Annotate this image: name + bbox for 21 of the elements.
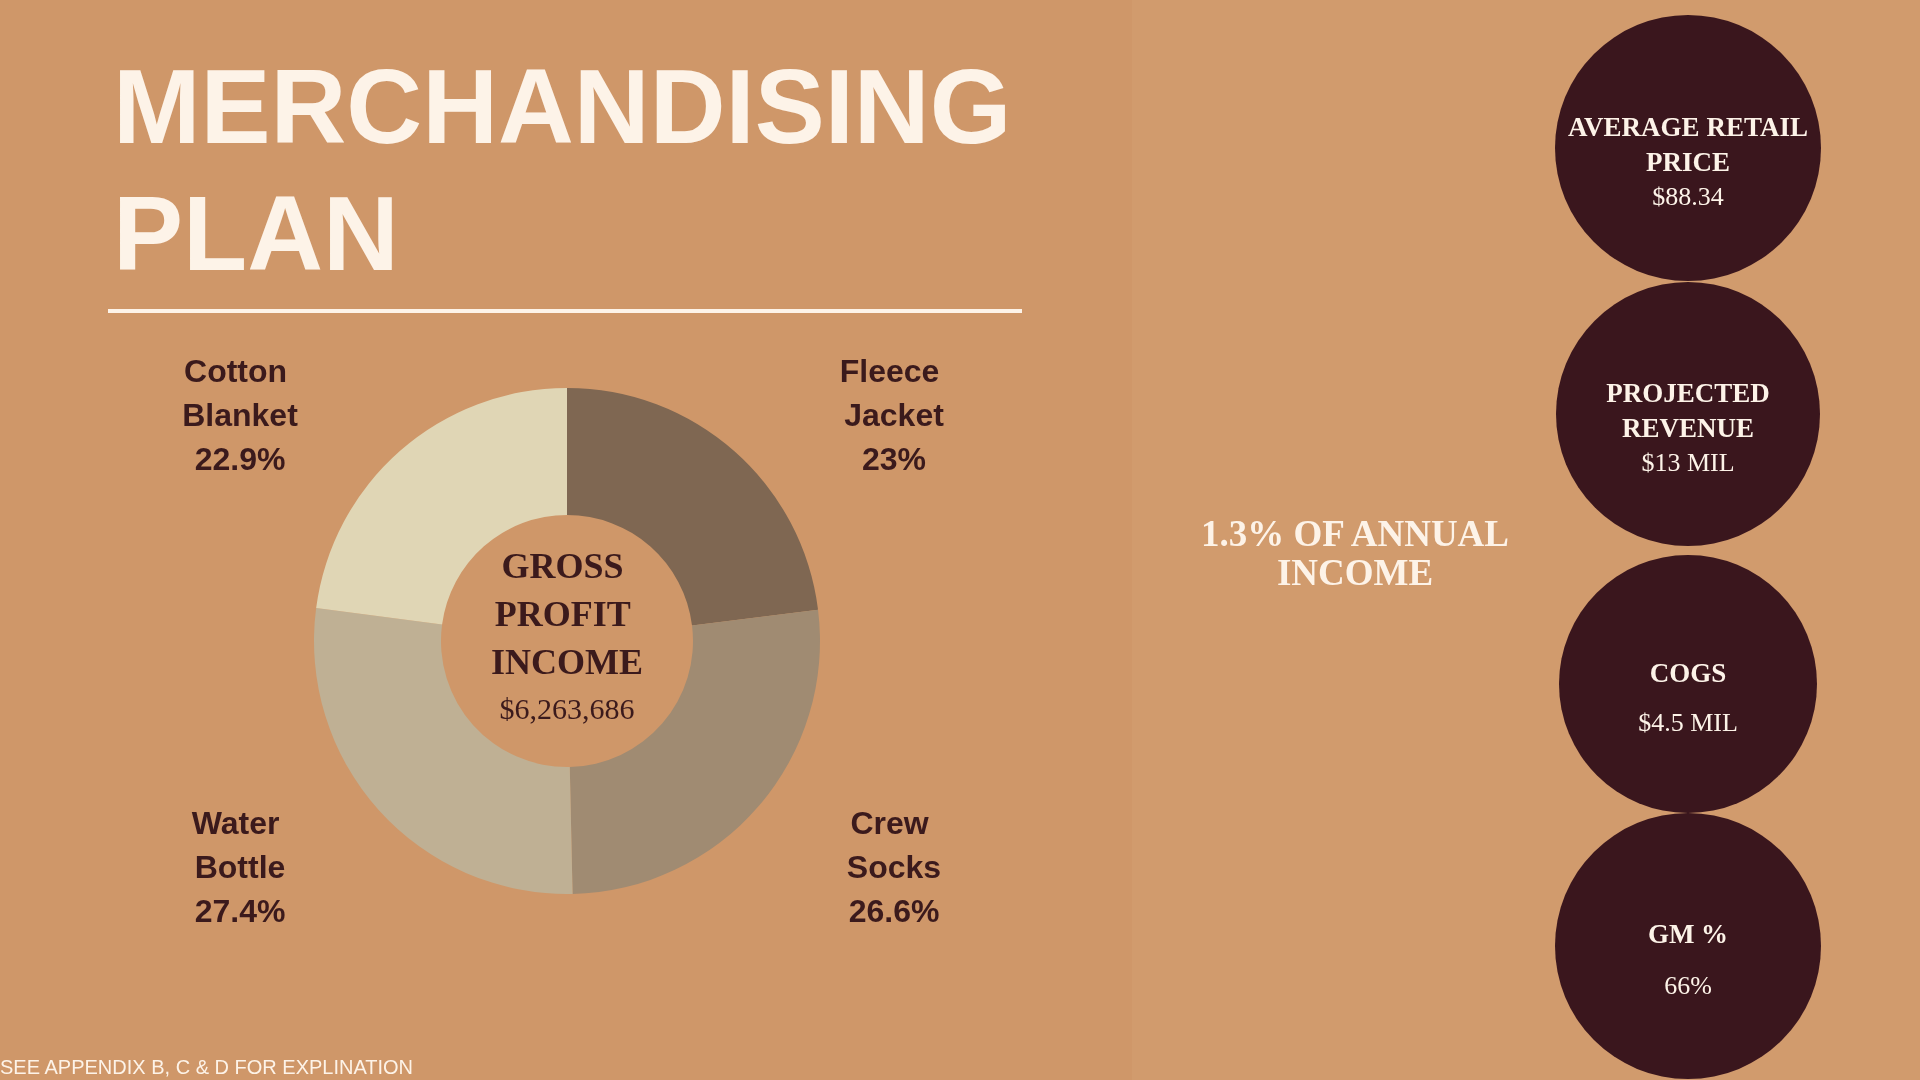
text: SEE APPENDIX B, C & D FOR EXPLINATION — [0, 1056, 414, 1078]
text: GROSS PROFIT INCOME — [491, 546, 643, 682]
slice-label: Water Bottle — [191, 805, 289, 885]
text: $6,263,686 — [499, 691, 635, 725]
slice-label: Fleece Jacket — [839, 353, 949, 433]
text: AVERAGE RETAIL PRICE — [1567, 110, 1809, 179]
text: GM % — [1646, 917, 1730, 951]
chart-title: MERCHANDISING PLAN — [113, 48, 1041, 292]
data-label: 22.9% — [194, 441, 286, 477]
text: COGS — [1648, 656, 1728, 690]
data-label: 27.4% — [194, 893, 286, 929]
text: $13 MIL — [1641, 446, 1735, 479]
text: $88.34 — [1652, 180, 1724, 213]
text: PROJECTED REVENUE — [1605, 376, 1771, 445]
data-label: 23% — [861, 441, 927, 477]
text: 1.3% OF ANNUAL INCOME — [1200, 513, 1510, 593]
text: 66% — [1664, 969, 1712, 1002]
slice-label: Crew Socks — [846, 805, 942, 885]
data-label: 26.6% — [848, 893, 940, 929]
text: $4.5 MIL — [1638, 706, 1738, 739]
slice-label: Cotton Blanket — [182, 353, 299, 433]
